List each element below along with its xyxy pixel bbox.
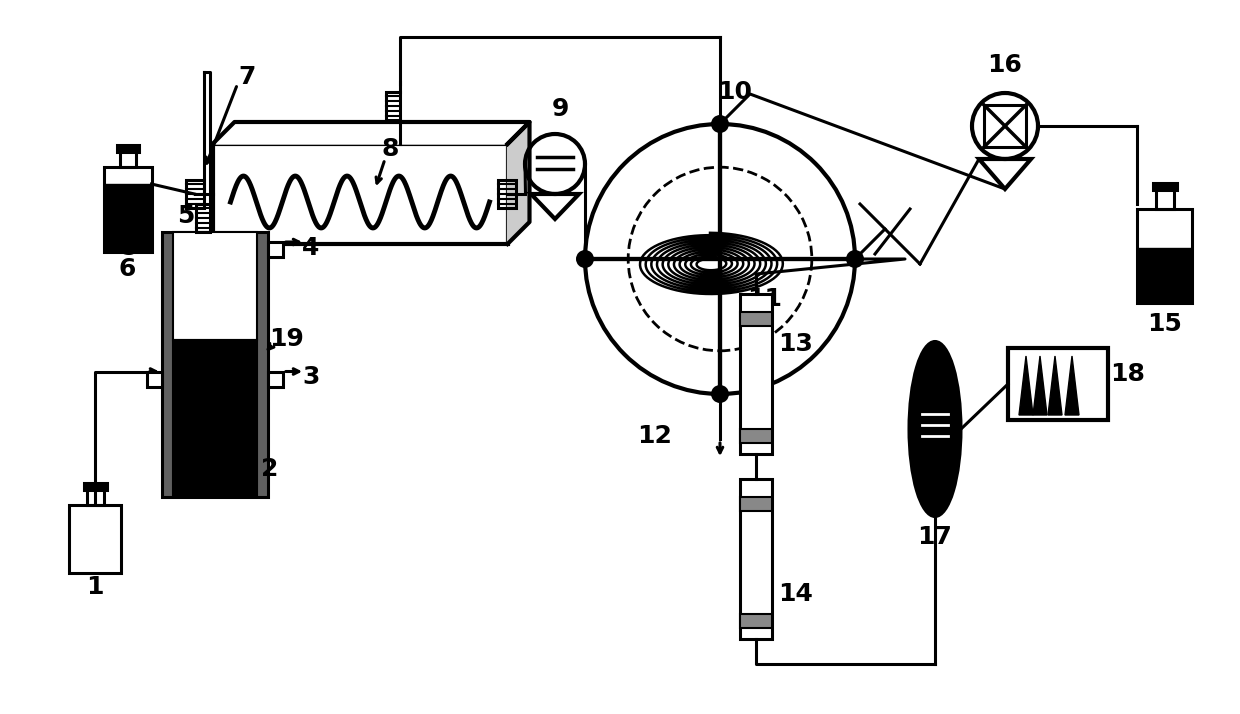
Text: 10: 10: [718, 80, 753, 104]
Circle shape: [577, 250, 594, 268]
Circle shape: [711, 115, 729, 133]
Bar: [148, 371, 162, 386]
Bar: [196, 203, 210, 231]
Bar: [212, 144, 507, 244]
Bar: [268, 242, 283, 257]
Text: 19: 19: [269, 327, 305, 351]
Bar: [119, 146, 135, 166]
Bar: [740, 312, 773, 326]
Text: 11: 11: [748, 287, 782, 311]
Bar: [1008, 348, 1109, 420]
Bar: [498, 180, 517, 208]
Text: 5: 5: [120, 236, 138, 259]
Bar: [740, 429, 773, 443]
Bar: [69, 505, 122, 573]
Text: 6: 6: [119, 257, 136, 281]
Text: 18: 18: [1111, 362, 1146, 386]
Bar: [1153, 183, 1177, 190]
Bar: [83, 483, 107, 490]
Bar: [1137, 209, 1193, 303]
Polygon shape: [1019, 356, 1033, 415]
Text: 13: 13: [779, 332, 813, 356]
Polygon shape: [212, 122, 529, 144]
Bar: [386, 92, 401, 120]
Bar: [117, 144, 139, 151]
Polygon shape: [1033, 356, 1047, 415]
Bar: [1156, 185, 1174, 209]
Text: 15: 15: [1147, 312, 1183, 336]
Bar: [162, 231, 268, 496]
Bar: [268, 371, 283, 386]
Text: 16: 16: [987, 53, 1023, 77]
Text: 14: 14: [779, 582, 813, 606]
Polygon shape: [1065, 356, 1079, 415]
Bar: [985, 105, 1025, 147]
Polygon shape: [507, 122, 529, 244]
Text: 5: 5: [177, 203, 195, 228]
Bar: [174, 339, 257, 496]
Text: 2: 2: [262, 457, 279, 481]
Bar: [103, 183, 151, 251]
Ellipse shape: [909, 341, 961, 516]
Polygon shape: [1048, 356, 1061, 415]
Bar: [740, 497, 773, 511]
Bar: [174, 231, 257, 339]
Bar: [103, 166, 151, 251]
Circle shape: [711, 385, 729, 403]
Text: 3: 3: [303, 365, 320, 389]
Text: 17: 17: [918, 525, 952, 549]
Bar: [740, 479, 773, 639]
Circle shape: [846, 250, 864, 268]
Text: 7: 7: [239, 65, 257, 89]
Text: 1: 1: [87, 575, 104, 599]
Text: 12: 12: [637, 424, 672, 448]
Bar: [87, 485, 103, 505]
Bar: [740, 614, 773, 628]
Text: 4: 4: [303, 236, 320, 259]
Bar: [186, 180, 203, 208]
Bar: [740, 294, 773, 454]
Text: 9: 9: [552, 97, 569, 121]
Bar: [1137, 248, 1193, 303]
Text: 8: 8: [382, 137, 399, 161]
